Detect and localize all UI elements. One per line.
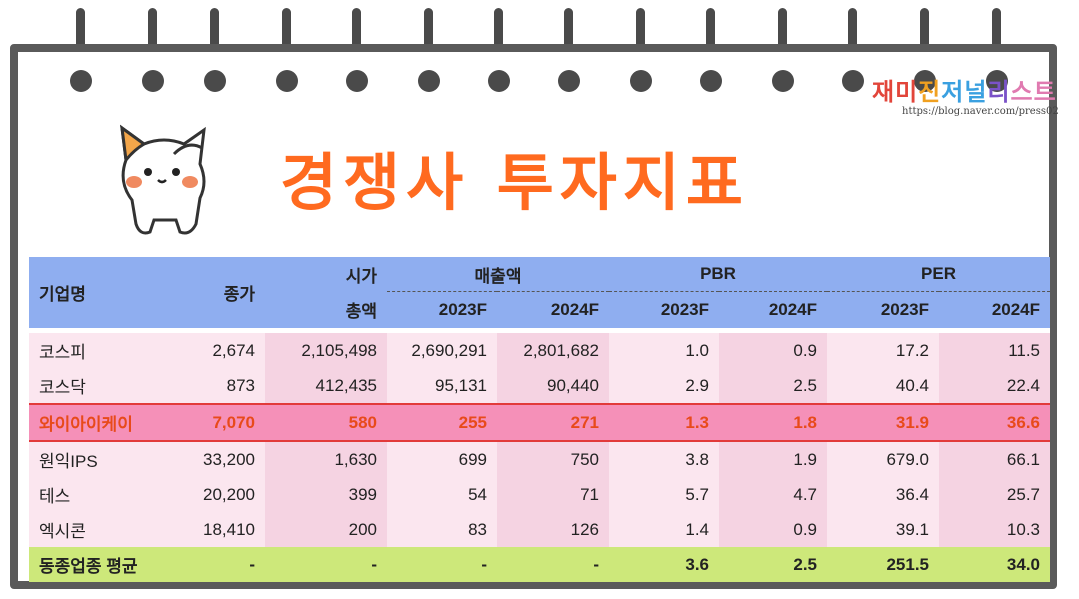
header-mcap-line2: 총액 — [265, 291, 387, 328]
row-name: 엑시콘 — [29, 512, 169, 547]
header-per-2024: 2024F — [939, 291, 1051, 328]
row-name: 원익IPS — [29, 441, 169, 477]
header-per: PER — [827, 257, 1051, 292]
header-row-2: 총액 2023F 2024F 2023F 2024F 2023F 2024F — [29, 291, 1051, 328]
header-per-2023: 2023F — [827, 291, 940, 328]
header-sales: 매출액 — [387, 257, 610, 292]
table-row: 테스 20,200 399 54 71 5.7 4.7 36.4 25.7 — [29, 477, 1051, 512]
investment-indicators-table: 기업명 종가 시가 매출액 PBR PER 총액 2023F 2024F 202… — [29, 257, 1051, 582]
table-row: 코스닥 873 412,435 95,131 90,440 2.9 2.5 40… — [29, 368, 1051, 404]
table-row: 코스피 2,674 2,105,498 2,690,291 2,801,682 … — [29, 333, 1051, 368]
header-row-1: 기업명 종가 시가 매출액 PBR PER — [29, 257, 1051, 328]
table-row-average: 동종업종 평균 - - - - 3.6 2.5 251.5 34.0 — [29, 547, 1051, 582]
table-row: 엑시콘 18,410 200 83 126 1.4 0.9 39.1 10.3 — [29, 512, 1051, 547]
header-pbr-2023: 2023F — [609, 291, 720, 328]
header-sales-2023: 2023F — [387, 291, 497, 328]
row-name: 와이아이케이 — [29, 403, 169, 442]
row-name: 코스닥 — [29, 368, 169, 404]
page-title: 경쟁사 투자지표 — [280, 146, 749, 219]
header-price: 종가 — [169, 257, 265, 328]
brand-logo: 재미진저널리스트 — [872, 78, 1057, 106]
row-name: 코스피 — [29, 333, 169, 368]
row-name: 동종업종 평균 — [29, 547, 169, 582]
header-pbr-2024: 2024F — [719, 291, 828, 328]
header-sales-2024: 2024F — [497, 291, 610, 328]
cat-mascot-icon — [120, 124, 206, 235]
header-pbr: PBR — [609, 257, 828, 292]
brand-url: https://blog.naver.com/press02 — [902, 106, 1059, 117]
table-row-highlighted: 와이아이케이 7,070 580 255 271 1.3 1.8 31.9 36… — [29, 403, 1051, 442]
header-company: 기업명 — [29, 257, 169, 328]
row-name: 테스 — [29, 477, 169, 512]
table-row: 원익IPS 33,200 1,630 699 750 3.8 1.9 679.0… — [29, 441, 1051, 477]
header-mcap-line1: 시가 — [265, 257, 387, 292]
